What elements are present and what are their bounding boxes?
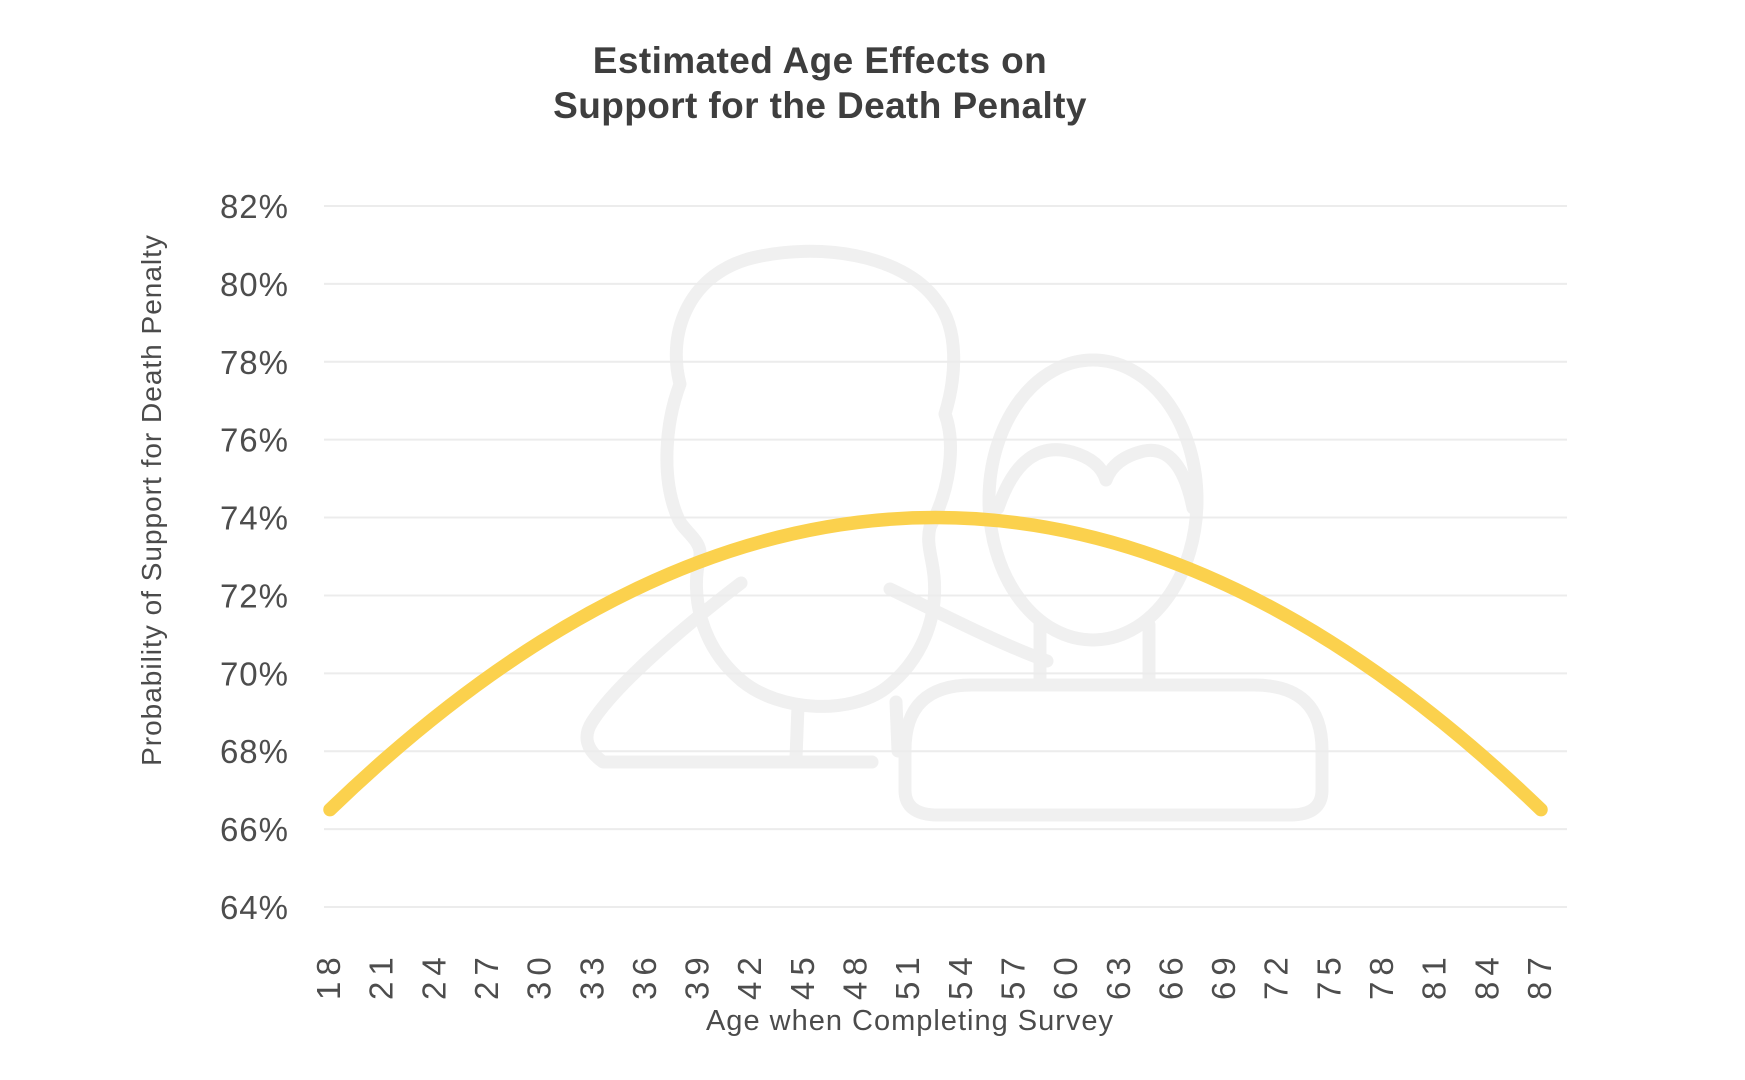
x-tick-label: 18: [310, 951, 347, 1000]
y-tick-label: 82%: [220, 188, 289, 225]
x-tick-label: 21: [363, 951, 400, 1000]
x-tick-label: 78: [1363, 951, 1400, 1000]
y-axis-title: Probability of Support for Death Penalty: [136, 234, 167, 766]
x-tick-label: 48: [837, 951, 874, 1000]
watermark-man-torso: [580, 576, 879, 769]
x-tick-label: 60: [1047, 951, 1084, 1000]
x-tick-label: 87: [1521, 951, 1558, 1000]
x-tick-label: 51: [889, 951, 926, 1000]
x-tick-label: 75: [1310, 951, 1347, 1000]
chart-title: Estimated Age Effects on Support for the…: [0, 38, 1640, 128]
watermark-woman-hair: [991, 443, 1200, 515]
y-tick-label: 68%: [220, 733, 289, 770]
x-tick-label: 54: [942, 951, 979, 1000]
x-tick-label: 66: [1152, 951, 1189, 1000]
y-tick-label: 66%: [220, 811, 289, 848]
watermark-man-neck: [789, 699, 805, 765]
x-tick-label: 45: [784, 951, 821, 1000]
y-tick-label: 70%: [220, 655, 289, 692]
x-tick-label: 39: [679, 951, 716, 1000]
y-axis-tick-labels: 82% 80% 78% 76% 74% 72% 70% 68% 66% 64%: [220, 188, 289, 926]
watermark-people-icon: [580, 244, 1329, 822]
x-tick-label: 57: [994, 951, 1031, 1000]
y-tick-label: 76%: [220, 422, 289, 459]
x-tick-label: 63: [1100, 951, 1137, 1000]
y-tick-label: 80%: [220, 266, 289, 303]
watermark-man-head: [660, 244, 961, 713]
x-tick-label: 33: [573, 951, 610, 1000]
probability-trend-line: [323, 510, 1548, 817]
watermark-man-shoulder: [883, 582, 1054, 668]
x-tick-label: 30: [521, 951, 558, 1000]
y-tick-label: 78%: [220, 344, 289, 381]
x-tick-label: 72: [1258, 951, 1295, 1000]
watermark-woman-head: [982, 353, 1204, 647]
x-tick-label: 69: [1205, 951, 1242, 1000]
y-tick-label: 72%: [220, 577, 289, 614]
x-tick-label: 27: [468, 951, 505, 1000]
x-tick-label: 81: [1416, 951, 1453, 1000]
series-layer: [323, 510, 1548, 817]
watermark-woman-torso: [898, 678, 1329, 822]
y-tick-label: 64%: [220, 889, 289, 926]
chart-title-line-1: Estimated Age Effects on: [592, 40, 1048, 81]
y-tick-label: 74%: [220, 500, 289, 537]
watermark-man-neck: [889, 695, 905, 758]
x-tick-label: 24: [415, 951, 452, 1000]
x-axis-title: Age when Completing Survey: [705, 1005, 1115, 1037]
chart-title-line-2: Support for the Death Penalty: [553, 85, 1087, 126]
x-tick-label: 42: [731, 951, 768, 1000]
x-tick-label: 36: [626, 951, 663, 1000]
gridlines: [324, 205, 1567, 908]
x-axis-tick-labels: 18 21 24 27 30 33 36 39 42 45 48 51 54 57 60 63 66 69 72 75…: [310, 951, 1558, 1000]
x-tick-label: 84: [1468, 951, 1505, 1000]
